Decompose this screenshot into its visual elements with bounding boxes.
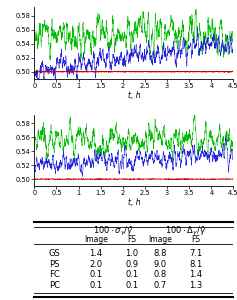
Text: PS: PS xyxy=(49,260,59,268)
X-axis label: t, h: t, h xyxy=(128,91,140,100)
Text: FC: FC xyxy=(49,270,60,279)
Text: 8.8: 8.8 xyxy=(153,249,166,258)
Text: 0.7: 0.7 xyxy=(153,281,166,290)
Text: $100 \cdot \Delta_\gamma/\bar{\gamma}$: $100 \cdot \Delta_\gamma/\bar{\gamma}$ xyxy=(165,225,206,238)
Text: FS: FS xyxy=(128,235,137,244)
X-axis label: t, h: t, h xyxy=(128,198,140,207)
Text: 0.1: 0.1 xyxy=(90,281,103,290)
Text: 1.0: 1.0 xyxy=(125,249,138,258)
Text: 1.4: 1.4 xyxy=(189,270,202,279)
Text: Image: Image xyxy=(148,235,172,244)
Text: 8.1: 8.1 xyxy=(189,260,202,268)
Text: 7.1: 7.1 xyxy=(189,249,202,258)
Text: 1.4: 1.4 xyxy=(90,249,103,258)
Text: Image: Image xyxy=(84,235,108,244)
Text: FS: FS xyxy=(191,235,200,244)
Text: 0.9: 0.9 xyxy=(125,260,138,268)
Text: 2.0: 2.0 xyxy=(90,260,103,268)
Text: 0.1: 0.1 xyxy=(125,281,138,290)
Text: 1.3: 1.3 xyxy=(189,281,202,290)
Text: 9.0: 9.0 xyxy=(153,260,166,268)
Text: PC: PC xyxy=(49,281,60,290)
Text: 0.1: 0.1 xyxy=(125,270,138,279)
Text: GS: GS xyxy=(48,249,60,258)
Text: $100 \cdot \sigma_\gamma/\bar{\gamma}$: $100 \cdot \sigma_\gamma/\bar{\gamma}$ xyxy=(93,225,135,238)
Text: 0.1: 0.1 xyxy=(90,270,103,279)
Text: 0.8: 0.8 xyxy=(153,270,166,279)
